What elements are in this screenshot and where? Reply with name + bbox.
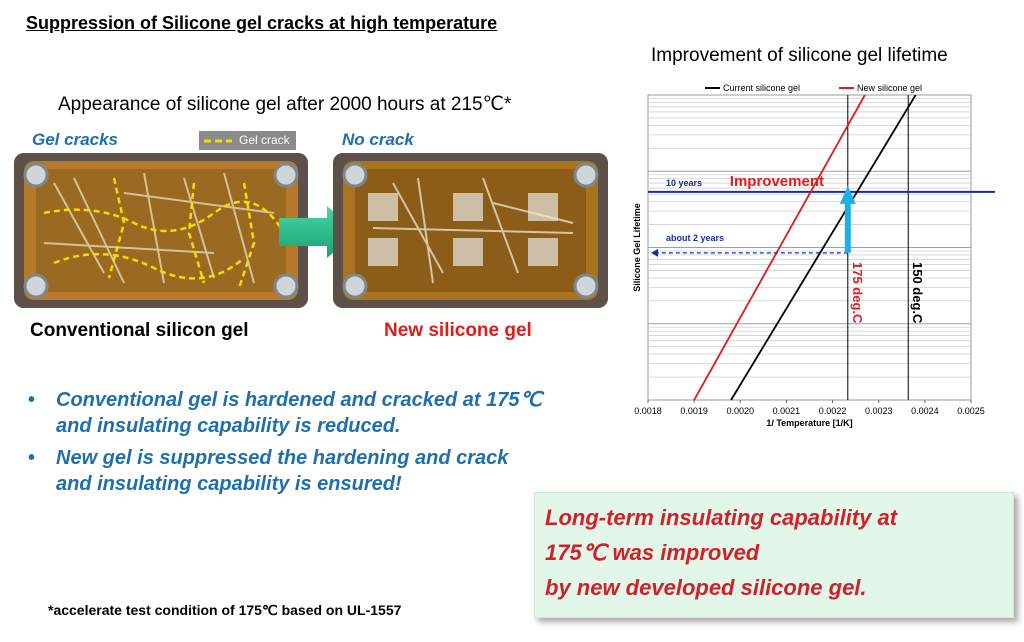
temperature-marker-label: 150 deg.C [910,262,925,324]
bullet-dot: • [28,447,36,469]
gel-cracks-label: Gel cracks [32,130,119,149]
module-image [333,153,608,308]
bullet-text-line: and insulating capability is reduced. [56,415,401,437]
up-arrow-icon [839,185,856,204]
bullet-text-line: Conventional gel is hardened and cracked… [56,389,542,411]
bullet-item: • New gel is suppressed the hardening an… [28,445,618,497]
module-image [14,153,308,308]
x-tick-label: 0.0023 [865,406,893,416]
arrowhead-icon [651,248,658,257]
x-tick-label: 0.0020 [727,406,755,416]
conventional-gel-photo [14,153,308,308]
ten-years-label: 10 years [666,178,702,188]
footnote: *accelerate test condition of 175℃ based… [48,602,402,618]
conclusion-box: Long-term insulating capability at 175℃ … [534,492,1014,618]
bullet-list: • Conventional gel is hardened and crack… [28,387,618,503]
series-line-new [693,94,866,401]
x-tick-label: 0.0019 [680,406,708,416]
x-tick-label: 0.0018 [634,406,662,416]
conclusion-line: Long-term insulating capability at [545,505,898,530]
improvement-arrow-shaft [844,201,851,253]
page-title: Suppression of Silicone gel cracks at hi… [26,13,498,33]
x-axis-label: 1/ Temperature [1/K] [766,418,852,428]
y-axis-label: Silicone Gel Lifetime [632,203,642,292]
x-tick-label: 0.0024 [911,406,939,416]
conclusion-line: 175℃ was improved [545,540,760,565]
new-gel-photo [333,153,608,308]
improvement-label: Improvement [730,173,824,190]
temperature-marker-label: 175 deg.C [850,262,865,324]
x-tick-label: 0.0021 [773,406,801,416]
dashed-line-icon [204,139,232,143]
legend-label: New silicone gel [857,83,922,93]
bullet-text-line: and insulating capability is ensured! [56,473,402,495]
conventional-gel-caption: Conventional silicon gel [30,320,249,341]
lifetime-chart: 0.0018 0.0019 0.0020 0.0021 0.0022 0.0023 0.00… [632,83,995,428]
bullet-item: • Conventional gel is hardened and crack… [28,387,618,439]
legend-label: Current silicone gel [723,83,800,93]
new-gel-caption: New silicone gel [384,320,532,341]
chart-title: Improvement of silicone gel lifetime [651,45,948,66]
x-tick-label: 0.0022 [819,406,847,416]
x-tick-label: 0.0025 [957,406,985,416]
gel-crack-legend-label: Gel crack [239,133,290,147]
bullet-text-line: New gel is suppressed the hardening and … [56,447,509,469]
two-years-label: about 2 years [666,233,724,243]
conclusion-line: by new developed silicone gel. [545,575,867,600]
series-line-current [730,94,917,401]
no-crack-label: No crack [342,130,414,149]
appearance-title: Appearance of silicone gel after 2000 ho… [58,94,512,115]
bullet-dot: • [28,389,36,411]
gel-crack-legend: Gel crack [199,131,296,150]
